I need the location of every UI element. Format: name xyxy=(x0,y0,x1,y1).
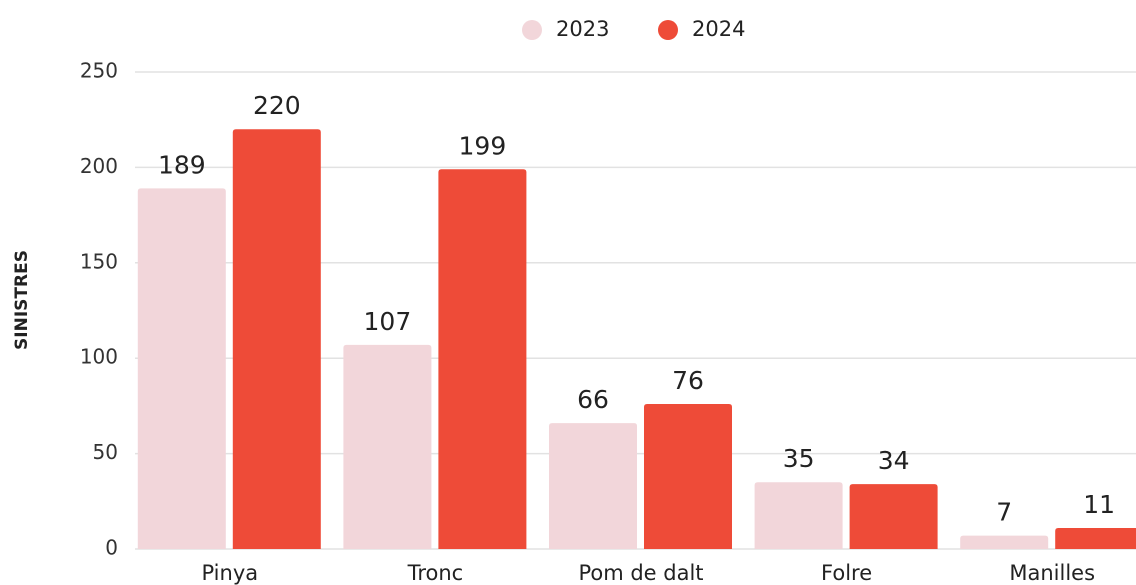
y-tick-label: 100 xyxy=(80,345,118,369)
value-label: 189 xyxy=(158,150,206,179)
x-tick-label: Pinya xyxy=(201,561,258,585)
bar xyxy=(232,129,321,550)
value-label: 76 xyxy=(672,366,704,395)
x-tick-label: Folre xyxy=(821,561,872,585)
legend-label: 2023 xyxy=(556,17,609,41)
y-tick-label: 250 xyxy=(80,59,118,83)
x-tick-label: Manilles xyxy=(1009,561,1095,585)
value-label: 220 xyxy=(253,91,301,120)
value-label: 34 xyxy=(878,446,910,475)
bar xyxy=(754,482,843,549)
bar xyxy=(644,403,732,549)
legend-swatch xyxy=(522,20,542,40)
x-tick-label: Pom de dalt xyxy=(578,561,703,585)
bar xyxy=(960,535,1049,549)
y-tick-label: 0 xyxy=(105,536,118,560)
bar xyxy=(549,423,637,549)
bar xyxy=(438,169,527,550)
value-label: 11 xyxy=(1083,490,1115,519)
value-label: 7 xyxy=(996,498,1012,527)
y-axis-label: SINISTRES xyxy=(12,250,32,350)
bar xyxy=(343,344,432,549)
bar xyxy=(849,484,938,549)
bar xyxy=(137,188,226,549)
y-tick-label: 200 xyxy=(80,154,118,178)
x-tick-label: Tronc xyxy=(407,561,464,585)
value-label: 66 xyxy=(577,385,609,414)
value-label: 199 xyxy=(459,131,507,160)
bar xyxy=(1055,528,1136,549)
y-tick-label: 150 xyxy=(80,249,118,273)
value-label: 35 xyxy=(783,444,815,473)
legend-label: 2024 xyxy=(692,17,745,41)
legend-swatch xyxy=(658,20,678,40)
y-tick-label: 50 xyxy=(93,440,118,464)
value-label: 107 xyxy=(364,307,412,336)
